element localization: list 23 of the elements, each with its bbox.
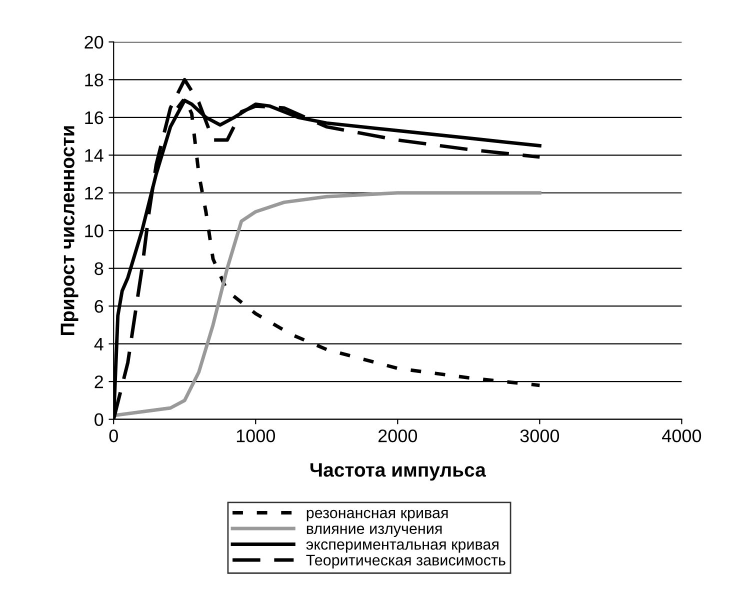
legend-label: резонансная кривая	[306, 510, 448, 522]
y-tick-label: 16	[85, 111, 104, 124]
legend-label: влияние излучения	[306, 526, 442, 538]
x-tick-label: 0	[109, 430, 118, 442]
y-tick-label: 20	[84, 36, 104, 49]
x-tick-label: 2000	[378, 430, 418, 442]
y-tick-label: 2	[94, 375, 103, 388]
y-tick-label: 18	[85, 74, 104, 86]
x-tick-label: 4000	[662, 430, 702, 442]
y-tick-label: 4	[94, 338, 104, 350]
y-tick-label: 12	[85, 186, 103, 200]
y-axis-title: Прирост численности	[60, 126, 78, 335]
line-series	[114, 191, 542, 418]
y-tick-label: 6	[94, 300, 104, 313]
legend-label: экспериментальная кривая	[306, 541, 498, 553]
y-tick-label: 10	[85, 224, 104, 238]
legend-label: Теоритическая зависимость	[306, 554, 506, 569]
y-tick-label: 0	[94, 413, 104, 426]
x-tick-label: 3000	[520, 430, 560, 442]
x-axis-title: Частота импульса	[310, 463, 486, 481]
x-tick-label: 1000	[236, 430, 276, 442]
y-tick-label: 8	[94, 262, 104, 276]
y-tick-label: 14	[85, 149, 104, 162]
